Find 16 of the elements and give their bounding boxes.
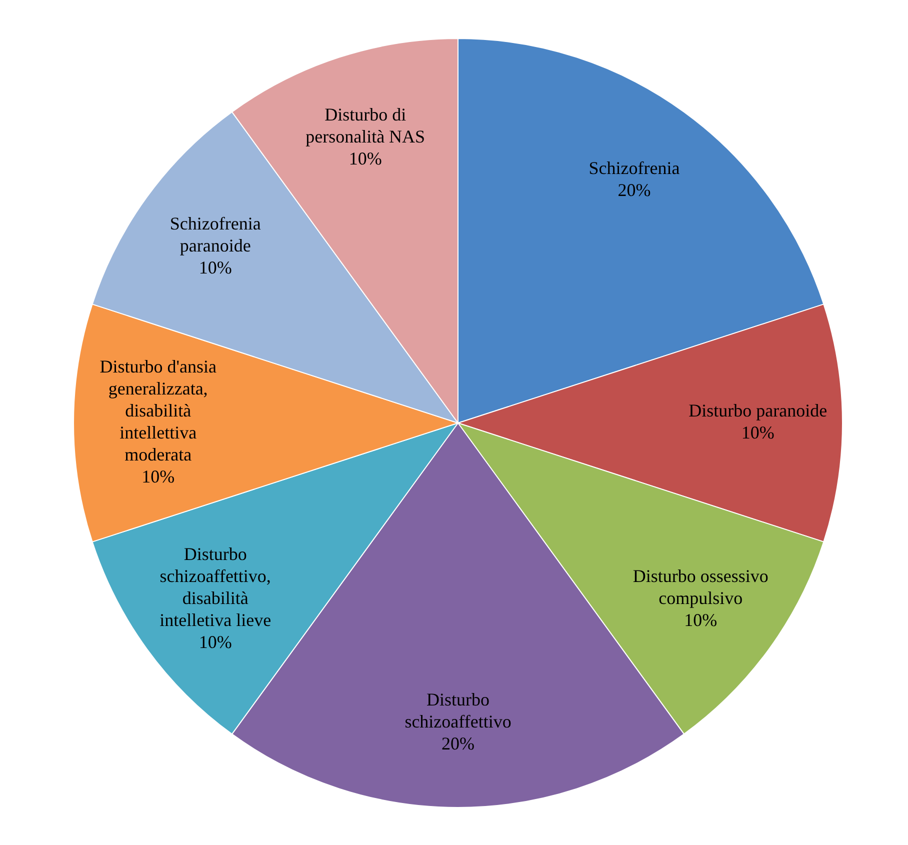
slice-label: Disturbo schizoaffettivo bbox=[404, 690, 512, 732]
slice-label: Schizofrenia paranoide bbox=[170, 213, 261, 256]
data-label: 10% bbox=[741, 422, 774, 443]
data-label: 20% bbox=[442, 734, 474, 754]
slice-label: Disturbo di personalità NAS bbox=[306, 104, 426, 147]
data-label: 10% bbox=[684, 610, 718, 630]
data-label: 20% bbox=[618, 180, 651, 200]
data-label: 10% bbox=[198, 257, 232, 278]
slice-label: Disturbo schizoaffettivo, disabilità intelletiva lieve bbox=[160, 544, 272, 630]
slice-label: Disturbo paranoide bbox=[688, 400, 828, 421]
slice-label: Disturbo ossessivo compulsivo bbox=[632, 566, 768, 608]
data-label: 10% bbox=[142, 466, 175, 487]
slice-label: Disturbo d'ansia generalizzata, disabilità intellettiva moderata bbox=[100, 356, 216, 465]
slice-label: Schizofrenia bbox=[588, 158, 680, 178]
data-label: 10% bbox=[198, 632, 232, 652]
data-label: 10% bbox=[348, 148, 382, 169]
